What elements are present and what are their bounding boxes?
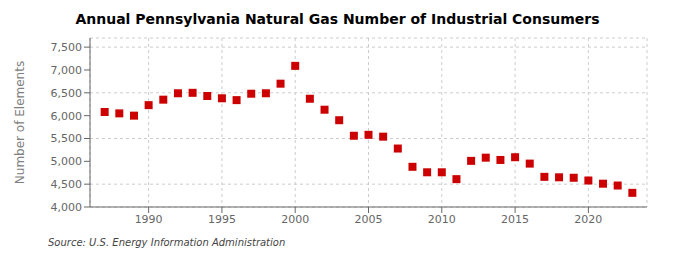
svg-text:2005: 2005 <box>355 213 383 226</box>
svg-text:2010: 2010 <box>428 213 456 226</box>
svg-text:5,500: 5,500 <box>51 132 83 145</box>
svg-text:5,000: 5,000 <box>51 155 83 168</box>
svg-text:Number of Elements: Number of Elements <box>13 61 27 184</box>
svg-text:7,000: 7,000 <box>51 64 83 77</box>
svg-text:1990: 1990 <box>135 213 163 226</box>
html-text:Source: U.S. Energy Informatio: Source: U.S. Energy Information Administ… <box>48 237 286 248</box>
svg-text:2000: 2000 <box>281 213 309 226</box>
svg-text:6,000: 6,000 <box>51 110 83 123</box>
svg-text:4,000: 4,000 <box>51 201 83 214</box>
svg-text:1995: 1995 <box>208 213 236 226</box>
svg-text:7,500: 7,500 <box>51 41 83 54</box>
html-text:Annual Pennsylvania Natural Ga: Annual Pennsylvania Natural Gas Number o… <box>75 11 600 27</box>
svg-text:2020: 2020 <box>574 213 602 226</box>
svg-text:4,500: 4,500 <box>51 178 83 191</box>
svg-text:2015: 2015 <box>501 213 529 226</box>
svg-text:6,500: 6,500 <box>51 87 83 100</box>
